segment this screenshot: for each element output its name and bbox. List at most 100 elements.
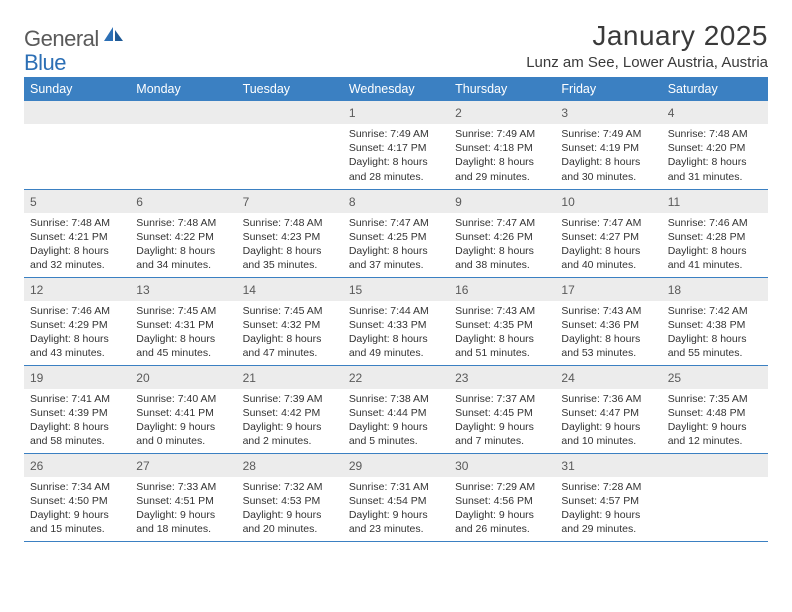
day-number: 7 — [243, 195, 250, 209]
calendar-day-cell: 5 Sunrise: 7:48 AMSunset: 4:21 PMDaylight… — [24, 189, 130, 277]
day-number: 4 — [668, 106, 675, 120]
calendar-day-cell: 1Sunrise: 7:49 AMSunset: 4:17 PMDaylight… — [343, 101, 449, 189]
calendar-day-cell: 7 Sunrise: 7:48 AMSunset: 4:23 PMDaylight… — [237, 189, 343, 277]
calendar-day-cell: 4 Sunrise: 7:48 AMSunset: 4:20 PMDaylight… — [662, 101, 768, 189]
day-data: Sunrise: 7:29 AMSunset: 4:56 PMDaylight:… — [449, 477, 555, 539]
day-number: 21 — [243, 371, 256, 385]
calendar-day-cell: 19 Sunrise: 7:41 AMSunset: 4:39 PMDayligh… — [24, 365, 130, 453]
day-number: 24 — [561, 371, 574, 385]
calendar-day-cell: 18Sunrise: 7:42 AMSunset: 4:38 PMDayligh… — [662, 277, 768, 365]
day-number: 28 — [243, 459, 256, 473]
day-number: 26 — [30, 459, 43, 473]
calendar-blank-cell — [130, 101, 236, 189]
weekday-header: Saturday — [662, 77, 768, 101]
day-number: 17 — [561, 283, 574, 297]
day-number: 2 — [455, 106, 462, 120]
day-number: 25 — [668, 371, 681, 385]
day-data: Sunrise: 7:28 AMSunset: 4:57 PMDaylight:… — [555, 477, 661, 539]
day-number: 19 — [30, 371, 43, 385]
day-data: Sunrise: 7:36 AMSunset: 4:47 PMDaylight:… — [555, 389, 661, 451]
calendar-day-cell: 8 Sunrise: 7:47 AMSunset: 4:25 PMDaylight… — [343, 189, 449, 277]
day-data: Sunrise: 7:48 AMSunset: 4:20 PMDaylight:… — [662, 124, 768, 186]
day-number: 31 — [561, 459, 574, 473]
day-data: Sunrise: 7:48 AMSunset: 4:22 PMDaylight:… — [130, 213, 236, 275]
day-data: Sunrise: 7:33 AMSunset: 4:51 PMDaylight:… — [130, 477, 236, 539]
day-data: Sunrise: 7:45 AMSunset: 4:32 PMDaylight:… — [237, 301, 343, 363]
weekday-header: Friday — [555, 77, 661, 101]
day-data: Sunrise: 7:49 AMSunset: 4:18 PMDaylight:… — [449, 124, 555, 186]
calendar-day-cell: 13 Sunrise: 7:45 AMSunset: 4:31 PMDayligh… — [130, 277, 236, 365]
day-number: 3 — [561, 106, 568, 120]
calendar-day-cell: 31 Sunrise: 7:28 AMSunset: 4:57 PMDayligh… — [555, 453, 661, 541]
calendar-week-row: 26 Sunrise: 7:34 AMSunset: 4:50 PMDayligh… — [24, 453, 768, 541]
day-data: Sunrise: 7:49 AMSunset: 4:19 PMDaylight:… — [555, 124, 661, 186]
day-number: 12 — [30, 283, 43, 297]
day-data: Sunrise: 7:38 AMSunset: 4:44 PMDaylight:… — [343, 389, 449, 451]
day-number: 9 — [455, 195, 462, 209]
calendar-day-cell: 29 Sunrise: 7:31 AMSunset: 4:54 PMDayligh… — [343, 453, 449, 541]
calendar-week-row: 12 Sunrise: 7:46 AMSunset: 4:29 PMDayligh… — [24, 277, 768, 365]
calendar-day-cell: 15 Sunrise: 7:44 AMSunset: 4:33 PMDayligh… — [343, 277, 449, 365]
calendar-body: 1Sunrise: 7:49 AMSunset: 4:17 PMDaylight… — [24, 101, 768, 541]
day-number: 5 — [30, 195, 37, 209]
calendar-day-cell: 30 Sunrise: 7:29 AMSunset: 4:56 PMDayligh… — [449, 453, 555, 541]
calendar-day-cell: 11Sunrise: 7:46 AMSunset: 4:28 PMDayligh… — [662, 189, 768, 277]
day-number: 30 — [455, 459, 468, 473]
weekday-header: Tuesday — [237, 77, 343, 101]
day-number: 22 — [349, 371, 362, 385]
day-data: Sunrise: 7:47 AMSunset: 4:27 PMDaylight:… — [555, 213, 661, 275]
calendar-day-cell: 2 Sunrise: 7:49 AMSunset: 4:18 PMDaylight… — [449, 101, 555, 189]
calendar-blank-cell — [662, 453, 768, 541]
day-data: Sunrise: 7:43 AMSunset: 4:35 PMDaylight:… — [449, 301, 555, 363]
weekday-header: Thursday — [449, 77, 555, 101]
calendar-day-cell: 27Sunrise: 7:33 AMSunset: 4:51 PMDayligh… — [130, 453, 236, 541]
calendar-day-cell: 26 Sunrise: 7:34 AMSunset: 4:50 PMDayligh… — [24, 453, 130, 541]
day-number: 10 — [561, 195, 574, 209]
day-number: 29 — [349, 459, 362, 473]
calendar-day-cell: 10 Sunrise: 7:47 AMSunset: 4:27 PMDayligh… — [555, 189, 661, 277]
day-data: Sunrise: 7:46 AMSunset: 4:29 PMDaylight:… — [24, 301, 130, 363]
calendar-day-cell: 23 Sunrise: 7:37 AMSunset: 4:45 PMDayligh… — [449, 365, 555, 453]
calendar-day-cell: 3 Sunrise: 7:49 AMSunset: 4:19 PMDaylight… — [555, 101, 661, 189]
day-data: Sunrise: 7:43 AMSunset: 4:36 PMDaylight:… — [555, 301, 661, 363]
header: General January 2025 Lunz am See, Lower … — [24, 20, 768, 71]
day-number: 15 — [349, 283, 362, 297]
calendar-day-cell: 25 Sunrise: 7:35 AMSunset: 4:48 PMDayligh… — [662, 365, 768, 453]
weekday-header-row: SundayMondayTuesdayWednesdayThursdayFrid… — [24, 77, 768, 101]
day-data: Sunrise: 7:42 AMSunset: 4:38 PMDaylight:… — [662, 301, 768, 363]
logo-text-blue: Blue — [24, 50, 66, 75]
calendar-day-cell: 21Sunrise: 7:39 AMSunset: 4:42 PMDayligh… — [237, 365, 343, 453]
day-data: Sunrise: 7:45 AMSunset: 4:31 PMDaylight:… — [130, 301, 236, 363]
calendar-week-row: 1Sunrise: 7:49 AMSunset: 4:17 PMDaylight… — [24, 101, 768, 189]
day-data: Sunrise: 7:47 AMSunset: 4:25 PMDaylight:… — [343, 213, 449, 275]
day-data: Sunrise: 7:31 AMSunset: 4:54 PMDaylight:… — [343, 477, 449, 539]
weekday-header: Wednesday — [343, 77, 449, 101]
calendar-blank-cell — [24, 101, 130, 189]
day-data: Sunrise: 7:48 AMSunset: 4:21 PMDaylight:… — [24, 213, 130, 275]
day-number: 13 — [136, 283, 149, 297]
calendar-day-cell: 17 Sunrise: 7:43 AMSunset: 4:36 PMDayligh… — [555, 277, 661, 365]
calendar-day-cell: 24 Sunrise: 7:36 AMSunset: 4:47 PMDayligh… — [555, 365, 661, 453]
weekday-header: Monday — [130, 77, 236, 101]
day-data: Sunrise: 7:48 AMSunset: 4:23 PMDaylight:… — [237, 213, 343, 275]
day-data: Sunrise: 7:41 AMSunset: 4:39 PMDaylight:… — [24, 389, 130, 451]
day-data: Sunrise: 7:35 AMSunset: 4:48 PMDaylight:… — [662, 389, 768, 451]
calendar-week-row: 19 Sunrise: 7:41 AMSunset: 4:39 PMDayligh… — [24, 365, 768, 453]
calendar-day-cell: 6Sunrise: 7:48 AMSunset: 4:22 PMDaylight… — [130, 189, 236, 277]
calendar-day-cell: 14Sunrise: 7:45 AMSunset: 4:32 PMDayligh… — [237, 277, 343, 365]
logo: General — [24, 20, 127, 52]
calendar-day-cell: 22 Sunrise: 7:38 AMSunset: 4:44 PMDayligh… — [343, 365, 449, 453]
day-data: Sunrise: 7:46 AMSunset: 4:28 PMDaylight:… — [662, 213, 768, 275]
day-number: 23 — [455, 371, 468, 385]
day-number: 8 — [349, 195, 356, 209]
calendar-blank-cell — [237, 101, 343, 189]
day-number: 1 — [349, 106, 356, 120]
calendar-day-cell: 12 Sunrise: 7:46 AMSunset: 4:29 PMDayligh… — [24, 277, 130, 365]
day-data: Sunrise: 7:37 AMSunset: 4:45 PMDaylight:… — [449, 389, 555, 451]
calendar-day-cell: 9Sunrise: 7:47 AMSunset: 4:26 PMDaylight… — [449, 189, 555, 277]
calendar-day-cell: 16 Sunrise: 7:43 AMSunset: 4:35 PMDayligh… — [449, 277, 555, 365]
day-number: 16 — [455, 283, 468, 297]
day-data: Sunrise: 7:34 AMSunset: 4:50 PMDaylight:… — [24, 477, 130, 539]
location-subtitle: Lunz am See, Lower Austria, Austria — [526, 54, 768, 71]
day-data: Sunrise: 7:44 AMSunset: 4:33 PMDaylight:… — [343, 301, 449, 363]
